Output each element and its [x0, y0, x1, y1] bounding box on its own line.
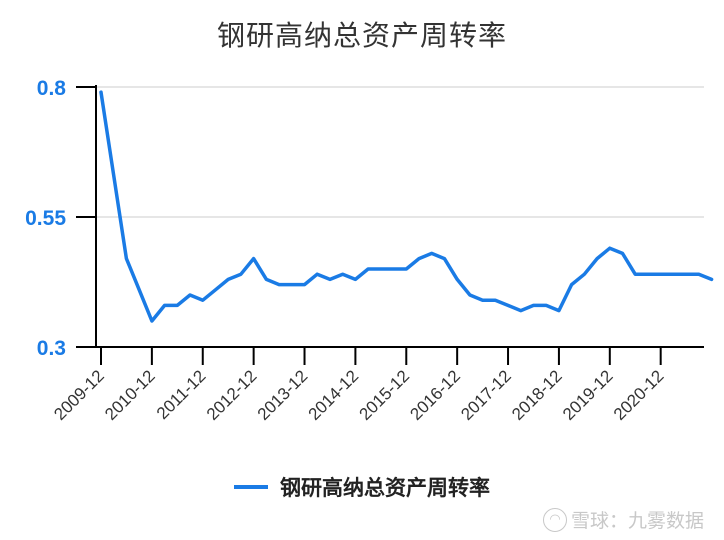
x-tick-label: 2014-12	[305, 366, 363, 424]
x-tick-label: 2020-12	[610, 366, 668, 424]
x-tick-label: 2012-12	[203, 366, 261, 424]
legend: 钢研高纳总资产周转率	[0, 472, 724, 502]
y-axis-ticks: 0.8 0.55 0.3	[25, 77, 96, 360]
x-tick-label: 2015-12	[356, 366, 414, 424]
x-tick-label: 2017-12	[457, 366, 515, 424]
x-axis-ticks: 2009-122010-122011-122012-122013-122014-…	[50, 347, 668, 424]
x-tick-label: 2011-12	[153, 366, 210, 423]
legend-label: 钢研高纳总资产周转率	[280, 476, 490, 500]
y-tick-label: 0.8	[37, 77, 67, 100]
x-tick-label: 2010-12	[101, 366, 159, 424]
gridlines	[96, 86, 704, 218]
y-tick-label: 0.55	[25, 207, 66, 230]
x-tick-label: 2013-12	[254, 366, 312, 424]
x-tick-label: 2019-12	[559, 366, 617, 424]
legend-swatch	[234, 485, 268, 489]
snowball-logo-icon: ◠	[542, 507, 567, 532]
watermark: ◠ 雪球：九雾数据	[542, 506, 704, 533]
x-tick-label: 2018-12	[508, 366, 566, 424]
x-tick-label: 2016-12	[406, 366, 464, 424]
y-tick-label: 0.3	[37, 337, 66, 360]
series-line	[99, 90, 714, 323]
x-tick-label: 2009-12	[50, 366, 108, 424]
chart-title: 钢研高纳总资产周转率	[216, 19, 507, 52]
watermark-text: 雪球：九雾数据	[570, 510, 704, 532]
